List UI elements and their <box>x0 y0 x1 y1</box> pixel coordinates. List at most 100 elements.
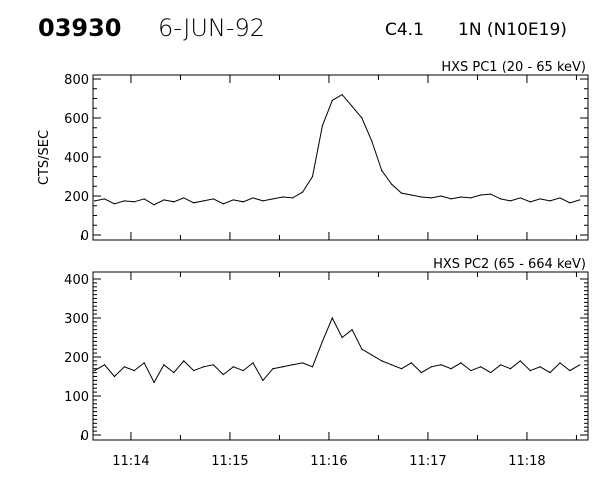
data-point <box>301 362 304 364</box>
data-point <box>173 201 175 203</box>
data-point <box>232 366 234 368</box>
data-point <box>480 194 482 196</box>
data-point <box>499 198 502 200</box>
data-point <box>391 183 393 185</box>
data-point <box>123 200 125 202</box>
data-point <box>282 366 284 368</box>
data-point <box>94 370 96 372</box>
series-line-2 <box>94 316 581 384</box>
y-tick-label: 100 <box>64 390 89 405</box>
x-tick-label: 11:15 <box>211 454 248 469</box>
data-point <box>470 370 472 372</box>
data-point <box>331 99 333 102</box>
data-point <box>450 198 452 200</box>
x-tick-label: 11:14 <box>112 454 149 469</box>
data-point <box>183 360 185 362</box>
data-point <box>499 364 502 366</box>
data-point <box>113 203 116 205</box>
data-point <box>212 198 215 200</box>
event-id: 03930 <box>38 14 122 42</box>
data-point <box>440 364 442 366</box>
data-point <box>519 360 521 362</box>
data-point <box>341 94 343 96</box>
y-axis-label: CTS/SEC <box>37 130 52 185</box>
data-point <box>539 366 541 368</box>
data-point <box>311 366 314 368</box>
data-point <box>133 370 135 372</box>
data-point <box>361 348 363 350</box>
y-tick-label: 400 <box>64 151 89 166</box>
data-point <box>222 373 224 376</box>
data-point <box>430 366 432 368</box>
data-point <box>153 204 155 206</box>
data-point <box>301 191 304 193</box>
data-point <box>579 364 581 366</box>
data-point <box>371 140 373 142</box>
data-point <box>450 368 452 370</box>
data-point <box>113 375 116 378</box>
y-tick-label: 800 <box>64 73 89 88</box>
data-point <box>420 372 422 374</box>
data-point <box>133 201 135 203</box>
plot-frame-1 <box>92 74 589 241</box>
data-point <box>321 125 323 127</box>
x-tick-label: 11:16 <box>310 454 347 469</box>
y-tick-label: 0 <box>81 229 89 244</box>
y-tick-label: 200 <box>64 190 89 205</box>
data-point <box>282 196 284 198</box>
data-point <box>252 362 254 364</box>
data-point <box>569 370 571 372</box>
data-point <box>252 197 254 199</box>
data-point <box>391 364 393 366</box>
data-point <box>490 193 492 195</box>
data-point <box>440 195 442 197</box>
y-tick-label: 0 <box>81 429 89 444</box>
data-point <box>183 197 185 199</box>
goes-class: C4.1 <box>385 20 424 40</box>
data-point <box>559 362 561 364</box>
data-point <box>460 362 462 364</box>
data-point <box>509 368 512 370</box>
data-point <box>163 364 165 366</box>
data-point <box>331 317 333 319</box>
y-tick-label: 200 <box>64 351 89 366</box>
data-point <box>539 198 541 200</box>
data-point <box>490 372 492 374</box>
data-point <box>163 199 165 201</box>
data-point <box>242 201 244 203</box>
y-tick-label: 300 <box>64 312 89 327</box>
data-point <box>311 175 314 178</box>
data-point <box>509 200 512 202</box>
plot-title: HXS PC2 (65 - 664 keV) <box>433 257 586 272</box>
data-point <box>202 366 205 368</box>
data-point <box>262 200 264 202</box>
data-point <box>549 372 551 374</box>
data-point <box>173 372 175 374</box>
y-tick-label: 400 <box>64 273 89 288</box>
data-point <box>262 379 264 381</box>
data-point <box>222 203 224 205</box>
data-point <box>410 194 413 196</box>
data-point <box>202 200 205 202</box>
data-point <box>470 197 472 199</box>
data-point <box>529 201 531 203</box>
data-point <box>272 198 274 200</box>
data-point <box>430 197 432 199</box>
x-tick-label: 11:18 <box>508 454 545 469</box>
flare-location: 1N (N10E19) <box>458 20 567 40</box>
y-tick-label: 600 <box>64 112 89 127</box>
data-point <box>94 200 96 202</box>
data-point <box>292 197 294 199</box>
data-point <box>103 198 106 200</box>
data-point <box>212 364 215 366</box>
data-point <box>193 202 195 204</box>
data-point <box>123 366 125 368</box>
data-point <box>559 197 561 199</box>
data-point <box>549 200 551 202</box>
data-point <box>579 199 581 201</box>
data-point <box>232 199 234 201</box>
data-point <box>400 368 403 370</box>
plot-title: HXS PC1 (20 - 65 keV) <box>441 60 586 75</box>
data-point <box>292 364 294 366</box>
